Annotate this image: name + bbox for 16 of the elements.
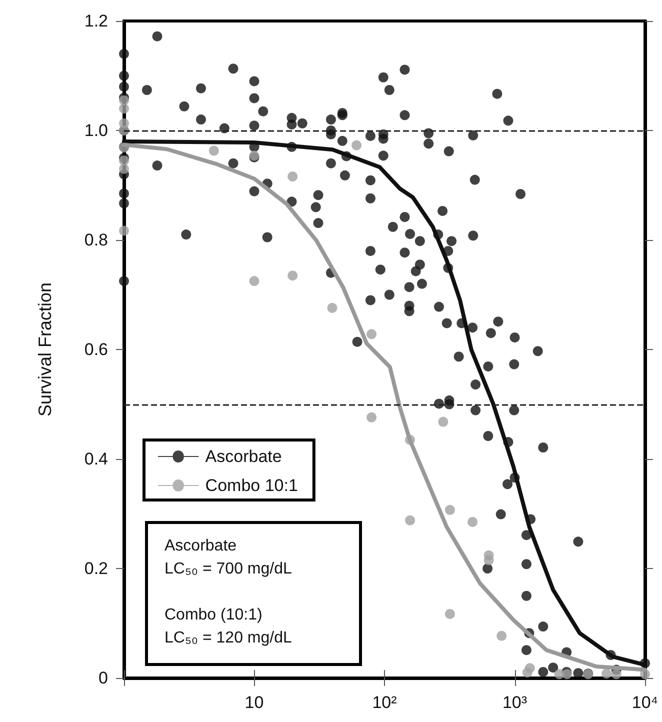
y-tick-label: 0.6 <box>84 340 108 359</box>
annotation: Combo (10:1) LC₅₀ = 120 mg/dL <box>164 606 292 646</box>
legend-label: Combo 10:1 <box>205 476 298 495</box>
y-tick-label: 1.0 <box>84 121 108 140</box>
y-tick-label: 1.2 <box>84 12 108 30</box>
x-tick-label: 10⁴ <box>632 693 658 712</box>
y-axis-title: Survival Fraction <box>35 282 55 417</box>
y-tick-label: 0.4 <box>84 450 108 468</box>
y-tick-label: 0 <box>98 668 108 688</box>
x-tick-label: 10 <box>244 693 264 712</box>
legend-label: Ascorbate <box>205 447 282 466</box>
y-tick-label: 0.2 <box>84 559 108 578</box>
y-tick-label: 0.8 <box>84 230 108 250</box>
x-tick-label: 10³ <box>502 693 528 712</box>
x-tick-label: 10² <box>372 693 398 712</box>
annotation: Ascorbate LC₅₀ = 700 mg/dL <box>164 538 292 578</box>
